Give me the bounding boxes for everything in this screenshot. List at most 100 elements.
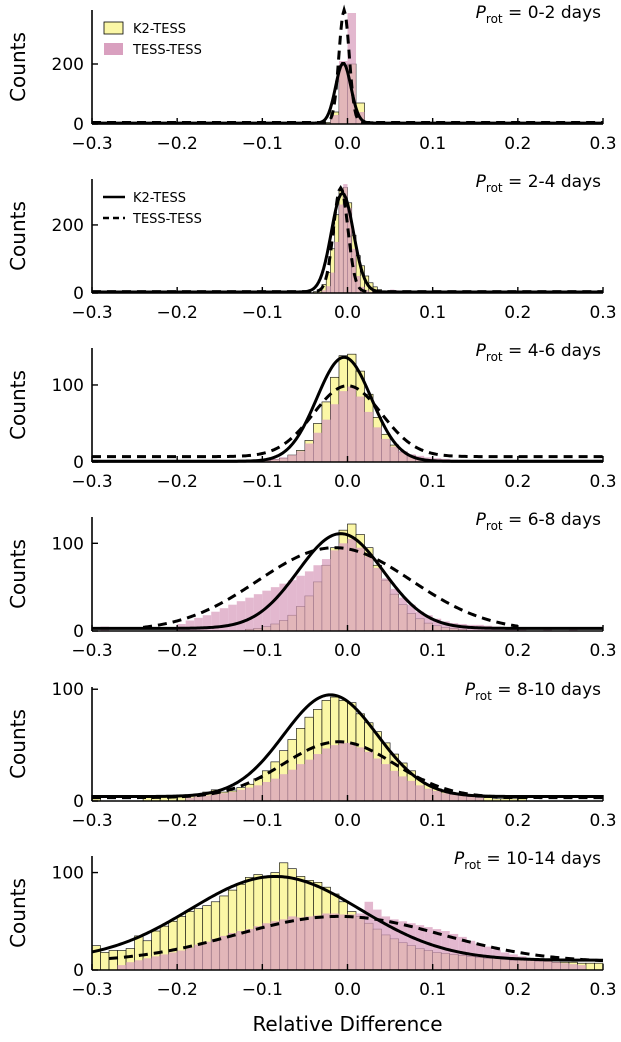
bar	[202, 795, 212, 801]
bar	[594, 962, 604, 971]
x-axis-title: Relative Difference	[252, 1012, 442, 1036]
bar	[424, 927, 433, 970]
bar	[432, 618, 442, 631]
x-tick-label: −0.1	[242, 641, 283, 661]
bar	[330, 913, 339, 970]
bar	[185, 620, 195, 631]
bar	[351, 248, 357, 293]
bar	[390, 588, 399, 631]
bar	[407, 454, 416, 462]
bar	[424, 788, 433, 801]
bar	[219, 793, 229, 801]
bar	[117, 965, 127, 970]
x-tick-label: −0.1	[242, 134, 283, 154]
x-tick-label: −0.3	[71, 472, 112, 492]
x-tick-label: 0.2	[504, 811, 531, 831]
bar	[347, 386, 357, 462]
series-tess-tess	[185, 742, 484, 801]
bar	[364, 411, 374, 462]
bar	[330, 115, 339, 124]
bar	[287, 455, 297, 462]
bar	[143, 958, 152, 970]
bar	[543, 629, 552, 631]
bar	[347, 742, 357, 801]
x-tick-label: −0.1	[242, 811, 283, 831]
bar	[245, 787, 254, 801]
bar	[287, 580, 297, 631]
x-tick-label: −0.1	[242, 980, 283, 1000]
bar	[313, 915, 322, 970]
panel-5: −0.3 −0.2 −0.1 0.0 0.1 0.2 0.3 0 100 Counts Prot =…	[6, 680, 617, 831]
bar	[381, 578, 391, 631]
bar	[390, 919, 399, 970]
bar	[551, 962, 561, 970]
bar	[500, 952, 510, 970]
bar	[279, 457, 288, 462]
bar	[194, 944, 203, 970]
bar	[321, 419, 331, 462]
bar	[356, 747, 365, 801]
legend: K2-TESS TESS-TESS	[103, 21, 202, 58]
series-tess-tess	[117, 901, 586, 970]
bar	[262, 782, 271, 801]
bar	[568, 964, 578, 970]
bar	[373, 427, 382, 462]
bar	[441, 931, 450, 970]
bar	[245, 597, 254, 631]
bar	[398, 597, 408, 631]
bar	[364, 751, 374, 801]
y-tick-label: 100	[52, 864, 84, 884]
bar	[364, 901, 374, 970]
bar	[543, 961, 552, 970]
y-axis-title: Counts	[6, 201, 30, 271]
x-tick-label: −0.3	[71, 980, 112, 1000]
bar	[338, 742, 348, 801]
bar	[100, 952, 110, 971]
y-axis-title: Counts	[6, 539, 30, 609]
y-axis-title: Counts	[6, 370, 30, 440]
bar	[313, 754, 322, 801]
bar	[177, 950, 186, 970]
bar	[356, 396, 365, 462]
bar	[236, 601, 246, 631]
x-tick-label: 0.0	[334, 980, 361, 1000]
bar	[279, 774, 288, 801]
bar	[415, 611, 425, 631]
bar	[356, 275, 361, 293]
bar	[343, 184, 348, 293]
bar	[253, 926, 263, 970]
series-tess-tess	[100, 538, 578, 631]
legend-label: K2-TESS	[133, 22, 186, 37]
x-tick-label: 0.1	[419, 303, 446, 323]
bar	[202, 941, 212, 970]
bar	[304, 571, 314, 631]
bar	[160, 954, 169, 970]
bar	[347, 914, 357, 970]
bar	[441, 621, 450, 631]
bar	[466, 796, 476, 801]
x-tick-label: 0.0	[334, 303, 361, 323]
x-tick-label: 0.2	[504, 980, 531, 1000]
bar	[228, 792, 237, 801]
bar	[373, 567, 382, 631]
x-tick-label: −0.3	[71, 811, 112, 831]
x-tick-label: 0.3	[589, 980, 616, 1000]
bar	[313, 432, 322, 462]
bar	[509, 954, 518, 970]
x-tick-label: 0.1	[419, 134, 446, 154]
x-tick-label: −0.2	[157, 641, 198, 661]
bar	[432, 790, 442, 801]
panel-6: −0.3 −0.2 −0.1 0.0 0.1 0.2 0.3 0 100 Counts Prot =…	[6, 849, 617, 1036]
legend: K2-TESS TESS-TESS	[103, 191, 202, 227]
y-tick-label: 200	[52, 216, 84, 236]
bar	[381, 438, 391, 462]
bar	[334, 241, 339, 293]
bar	[338, 391, 348, 462]
bar	[449, 794, 459, 801]
bar	[338, 61, 348, 124]
bar	[262, 923, 271, 970]
bar	[211, 611, 220, 631]
bar	[219, 608, 229, 631]
x-tick-label: 0.3	[589, 811, 616, 831]
